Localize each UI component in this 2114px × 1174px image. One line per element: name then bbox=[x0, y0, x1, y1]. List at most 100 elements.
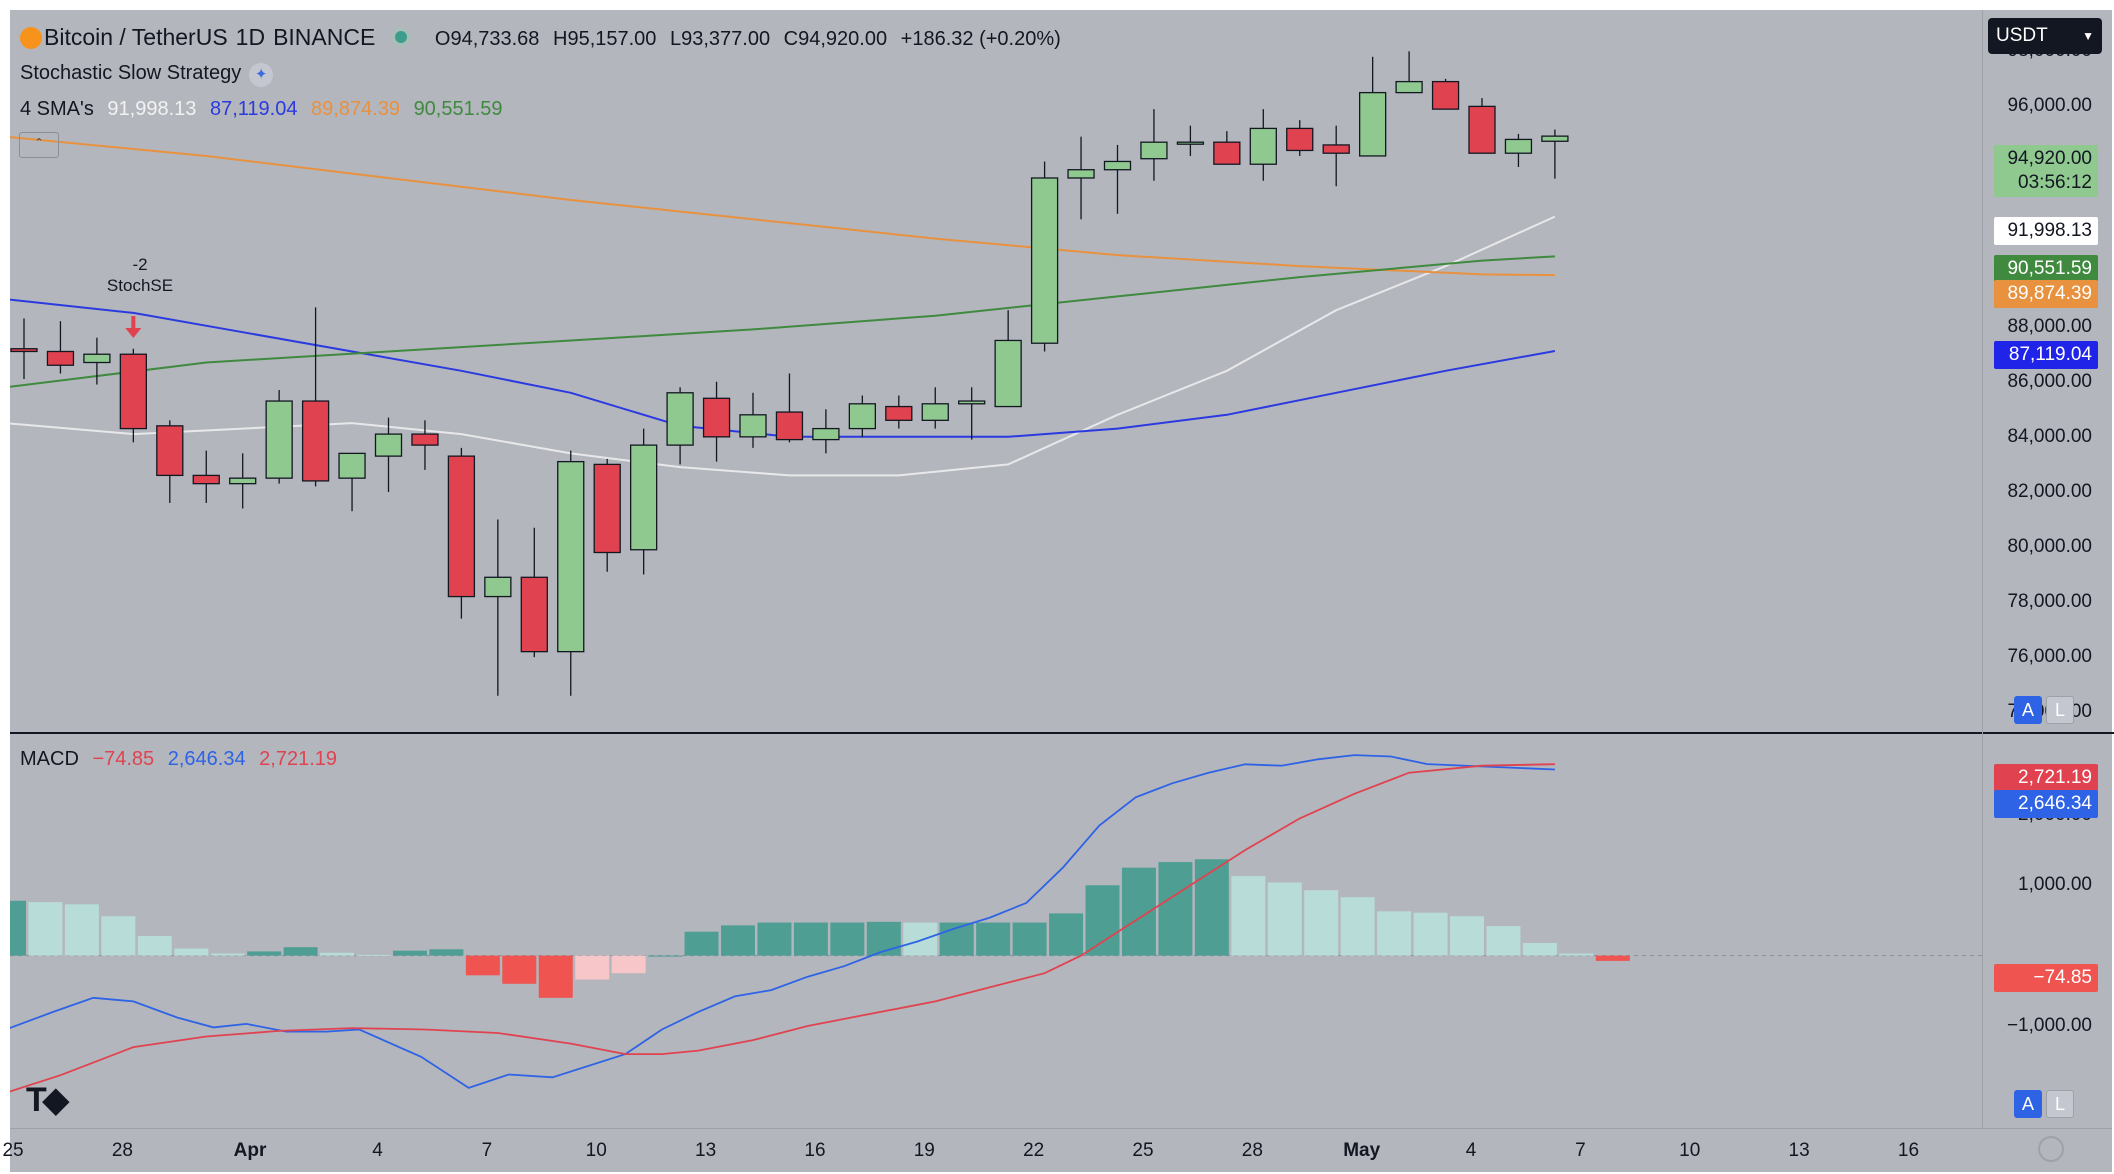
time-tick: 22 bbox=[1023, 1140, 1045, 1161]
macd-line bbox=[10, 754, 1555, 1089]
time-axis[interactable] bbox=[10, 1128, 2112, 1172]
time-tick: 13 bbox=[695, 1140, 717, 1161]
bear-candle bbox=[1431, 80, 1460, 110]
bear-candle bbox=[411, 433, 439, 446]
collapse-legend-button[interactable]: ˆ bbox=[19, 132, 59, 158]
macd-histogram-bar bbox=[866, 921, 901, 956]
bear-candle bbox=[10, 348, 38, 353]
change-value: +186.32 (+0.20%) bbox=[900, 28, 1061, 50]
macd-histogram-bar bbox=[538, 955, 573, 998]
bull-candle bbox=[994, 339, 1022, 408]
macd-hist-tag: −74.85 bbox=[1994, 964, 2098, 992]
macd-histogram-bar bbox=[137, 935, 172, 956]
bull-candle bbox=[1030, 177, 1059, 344]
settings-icon[interactable] bbox=[2038, 1136, 2064, 1162]
log-scale-button[interactable]: L bbox=[2046, 696, 2074, 724]
currency-selector[interactable]: USDT ▼ bbox=[1988, 18, 2102, 54]
macd-histogram-bar bbox=[320, 952, 355, 956]
signal-line bbox=[10, 763, 1555, 1093]
close-label: C bbox=[783, 28, 799, 50]
macd-histogram-bar bbox=[1267, 882, 1302, 956]
low-value: 93,377.00 bbox=[681, 28, 771, 50]
macd-histogram-bar bbox=[64, 904, 99, 956]
price-pane[interactable] bbox=[10, 10, 1982, 726]
bear-candle bbox=[192, 474, 220, 485]
macd-histogram-bar bbox=[28, 902, 63, 956]
sma-label: 4 SMA's bbox=[20, 98, 94, 120]
sma-white-tag: 91,998.13 bbox=[1994, 217, 2098, 245]
bear-candle bbox=[520, 576, 548, 653]
bear-candle bbox=[775, 411, 804, 441]
macd-histogram-bar bbox=[684, 931, 719, 956]
time-tick: 7 bbox=[481, 1140, 493, 1161]
bull-candle bbox=[1249, 127, 1277, 165]
bull-candle bbox=[557, 460, 585, 653]
macd-histogram-bar bbox=[648, 955, 683, 957]
macd-histogram-bar bbox=[903, 922, 938, 956]
macd-histogram-bar bbox=[1413, 912, 1448, 956]
bull-candle bbox=[1176, 141, 1205, 145]
sma-green-tag: 90,551.59 bbox=[1994, 255, 2098, 283]
macd-histogram-bar bbox=[247, 951, 282, 956]
strategy-settings-icon[interactable]: ✦ bbox=[249, 63, 274, 87]
time-tick: 16 bbox=[1897, 1140, 1920, 1161]
currency-label: USDT bbox=[1996, 25, 2048, 46]
macd-histogram-bar bbox=[1522, 942, 1557, 956]
last-price-tag: 94,920.00 03:56:12 bbox=[1994, 145, 2098, 197]
strategy-legend[interactable]: Stochastic Slow Strategy ✦ bbox=[20, 62, 281, 87]
interval: 1D bbox=[235, 24, 266, 50]
macd-histogram-bar bbox=[830, 922, 865, 956]
sma-value-blue: 87,119.04 bbox=[209, 98, 298, 120]
close-value: 94,920.00 bbox=[798, 28, 888, 50]
macd-histogram-bar bbox=[1158, 862, 1193, 956]
price-tick: 78,000.00 bbox=[2007, 591, 2092, 613]
time-tick: May bbox=[1343, 1140, 1381, 1161]
auto-scale-button[interactable]: A bbox=[2014, 696, 2042, 724]
macd-histogram-bar bbox=[1231, 876, 1266, 956]
macd-histogram-bar bbox=[1450, 916, 1484, 956]
last-price: 94,920.00 bbox=[2007, 148, 2092, 169]
time-tick: 4 bbox=[372, 1140, 383, 1161]
tradingview-logo[interactable]: T◆ bbox=[26, 1080, 69, 1120]
bear-candle bbox=[119, 353, 147, 430]
macd-signal-value: 2,721.19 bbox=[259, 748, 338, 770]
price-tick: 76,000.00 bbox=[2007, 646, 2092, 668]
high-value: 95,157.00 bbox=[567, 28, 657, 50]
bull-candle bbox=[812, 427, 840, 441]
bear-candle bbox=[593, 463, 621, 554]
bull-candle bbox=[1067, 169, 1095, 179]
macd-log-scale-button[interactable]: L bbox=[2046, 1090, 2074, 1118]
macd-histogram-bar bbox=[1194, 859, 1229, 956]
bear-candle bbox=[301, 400, 330, 482]
macd-histogram-bar bbox=[10, 900, 26, 956]
sma-orange-tag: 89,874.39 bbox=[1994, 280, 2098, 308]
sma-legend[interactable]: 4 SMA's 91,998.13 87,119.04 89,874.39 90… bbox=[20, 98, 511, 121]
macd-histogram-bar bbox=[1012, 922, 1047, 956]
strategy-name: Stochastic Slow Strategy bbox=[20, 62, 242, 84]
time-tick: 28 bbox=[111, 1140, 133, 1161]
macd-histogram-bar bbox=[757, 922, 792, 956]
macd-line-value: 2,646.34 bbox=[167, 748, 246, 770]
signal-label: StochSE bbox=[106, 276, 174, 295]
open-value: 94,733.68 bbox=[450, 28, 540, 50]
macd-auto-scale-button[interactable]: A bbox=[2014, 1090, 2042, 1118]
bar-countdown: 03:56:12 bbox=[2018, 172, 2092, 193]
bull-candle bbox=[1103, 160, 1132, 171]
open-label: O bbox=[434, 28, 451, 50]
time-tick: 10 bbox=[585, 1140, 607, 1161]
macd-histogram-bar bbox=[1486, 926, 1521, 956]
price-scale[interactable] bbox=[1982, 10, 2112, 1128]
bear-candle bbox=[1213, 141, 1241, 165]
time-tick: 28 bbox=[1241, 1140, 1263, 1161]
sma-line-3 bbox=[10, 136, 1555, 277]
price-tick: 80,000.00 bbox=[2007, 536, 2092, 557]
symbol-legend: Bitcoin / TetherUS 1D BINANCE O94,733.68 H… bbox=[20, 24, 1069, 51]
macd-legend[interactable]: MACD −74.85 2,646.34 2,721.19 bbox=[20, 748, 345, 771]
macd-pane[interactable] bbox=[10, 734, 1982, 1128]
pane-separator[interactable] bbox=[10, 732, 2114, 734]
bear-candle bbox=[1286, 127, 1314, 152]
chevron-down-icon: ▼ bbox=[2082, 29, 2094, 43]
bull-candle bbox=[1541, 135, 1569, 142]
macd-histogram-bar bbox=[1559, 953, 1594, 956]
bear-candle bbox=[1468, 105, 1496, 154]
